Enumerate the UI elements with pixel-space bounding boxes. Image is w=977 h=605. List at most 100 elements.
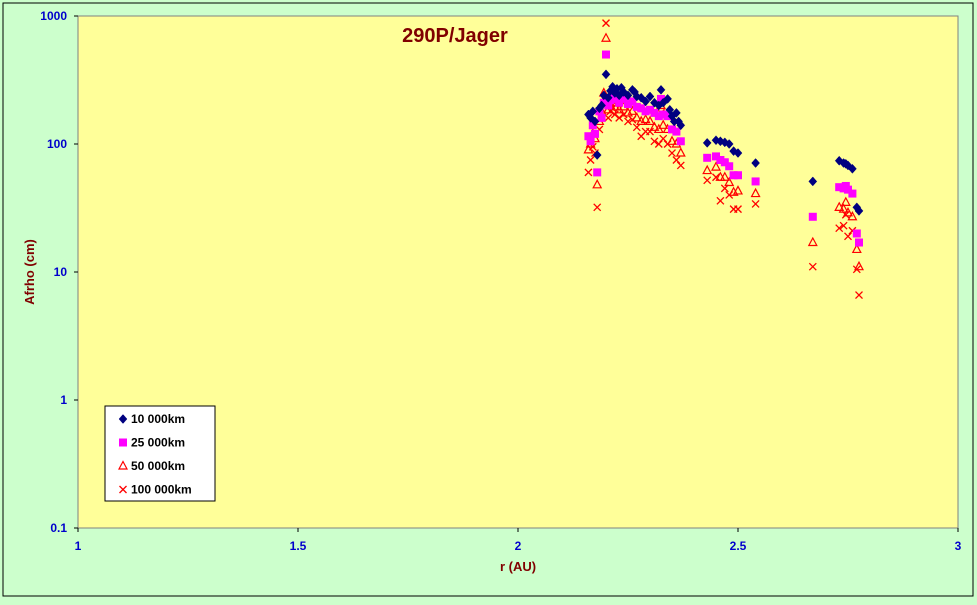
- square-data-point: [632, 102, 641, 111]
- x-data-point: [835, 224, 844, 233]
- x-data-point: [808, 262, 817, 271]
- diamond-data-point: [733, 148, 743, 158]
- x-data-point: [602, 19, 610, 28]
- x-data-point: [624, 117, 632, 126]
- diamond-data-point: [597, 100, 606, 111]
- triangle-data-point: [843, 207, 853, 217]
- x-data-point: [751, 200, 760, 208]
- triangle-data-point: [601, 32, 611, 42]
- y-tick-label: 1: [60, 393, 67, 407]
- triangle-data-point: [614, 104, 625, 114]
- square-data-point: [597, 113, 606, 122]
- data-points: [583, 19, 864, 300]
- legend-marker-x: [119, 485, 127, 494]
- legend-marker-diamond: [118, 414, 128, 424]
- x-data-point: [615, 113, 624, 122]
- square-data-point: [729, 171, 738, 180]
- square-data-point: [654, 112, 663, 121]
- square-data-point: [712, 152, 720, 161]
- triangle-data-point: [592, 179, 603, 189]
- triangle-data-point: [631, 112, 642, 122]
- x-data-point: [646, 127, 654, 136]
- x-data-point: [716, 196, 725, 205]
- x-data-point: [586, 156, 595, 164]
- square-data-point: [650, 108, 659, 117]
- square-data-point: [593, 168, 602, 177]
- triangle-data-point: [834, 201, 845, 211]
- legend: 10 000km 25 000km 50 000km 100 000km: [104, 405, 216, 502]
- x-data-point: [703, 176, 712, 185]
- square-data-point: [619, 94, 628, 103]
- square-data-point: [657, 94, 665, 103]
- x-data-point: [855, 291, 863, 300]
- square-data-point: [591, 129, 599, 138]
- diamond-data-point: [848, 163, 857, 174]
- legend-label: 10 000km: [131, 412, 185, 426]
- triangle-data-point: [583, 144, 594, 154]
- diamond-data-point: [676, 120, 686, 131]
- triangle-data-point: [645, 115, 655, 126]
- square-data-point: [599, 98, 608, 107]
- legend-marker-square: [119, 438, 127, 447]
- square-data-point: [646, 105, 654, 114]
- diamond-data-point: [672, 108, 681, 118]
- x-data-point: [734, 205, 742, 214]
- x-tick-label: 1: [75, 539, 82, 553]
- triangle-data-point: [667, 135, 677, 145]
- square-data-point: [844, 185, 852, 194]
- triangle-data-point: [640, 113, 651, 124]
- diamond-data-point: [724, 139, 734, 149]
- diamond-data-point: [702, 138, 712, 148]
- square-data-point: [641, 107, 650, 116]
- plot-area: [77, 15, 959, 529]
- axis-ticks: 1 1.5 2 2.5 3 0.1 1 10 100 1000: [40, 9, 961, 553]
- x-data-point: [712, 173, 720, 182]
- square-data-point: [602, 50, 610, 59]
- diamond-data-point: [590, 116, 600, 127]
- square-data-point: [703, 153, 712, 162]
- triangle-data-point: [719, 171, 730, 181]
- square-data-point: [637, 104, 646, 113]
- square-data-point: [720, 158, 729, 167]
- square-data-point: [672, 127, 681, 136]
- square-data-point: [725, 162, 734, 171]
- diamond-data-point: [623, 90, 633, 101]
- x-data-point: [584, 168, 593, 177]
- triangle-data-point: [733, 185, 743, 195]
- diamond-data-point: [854, 206, 864, 216]
- square-data-point: [852, 229, 861, 238]
- legend-label: 25 000km: [131, 436, 185, 450]
- triangle-data-point: [807, 236, 818, 247]
- x-tick-label: 1.5: [290, 539, 307, 553]
- triangle-data-point: [711, 161, 721, 171]
- legend-marker-triangle: [118, 460, 128, 470]
- x-tick-label: 3: [955, 539, 962, 553]
- chart-area-border: [2, 2, 974, 597]
- square-data-point: [615, 98, 624, 107]
- diamond-data-point: [645, 91, 655, 102]
- triangle-data-point: [840, 196, 851, 206]
- square-data-point: [751, 177, 760, 186]
- triangle-data-point: [675, 147, 686, 157]
- square-data-point: [659, 110, 668, 119]
- square-data-point: [716, 155, 725, 164]
- triangle-data-point: [838, 203, 849, 213]
- series-diamond: [584, 69, 864, 216]
- legend-label: 100 000km: [131, 483, 192, 497]
- triangle-data-point: [649, 121, 660, 131]
- chart-title: 290P/Jager: [402, 25, 508, 47]
- square-data-point: [610, 94, 619, 103]
- triangle-data-point: [658, 119, 669, 129]
- x-data-point: [839, 221, 848, 230]
- square-data-point: [586, 137, 595, 146]
- square-data-point: [588, 121, 597, 130]
- diamond-data-point: [588, 106, 598, 117]
- triangle-data-point: [851, 243, 862, 254]
- legend-label: 50 000km: [131, 459, 185, 473]
- square-data-point: [624, 100, 632, 109]
- triangle-data-point: [702, 164, 713, 175]
- x-data-point: [676, 161, 685, 170]
- diamond-data-point: [808, 176, 818, 187]
